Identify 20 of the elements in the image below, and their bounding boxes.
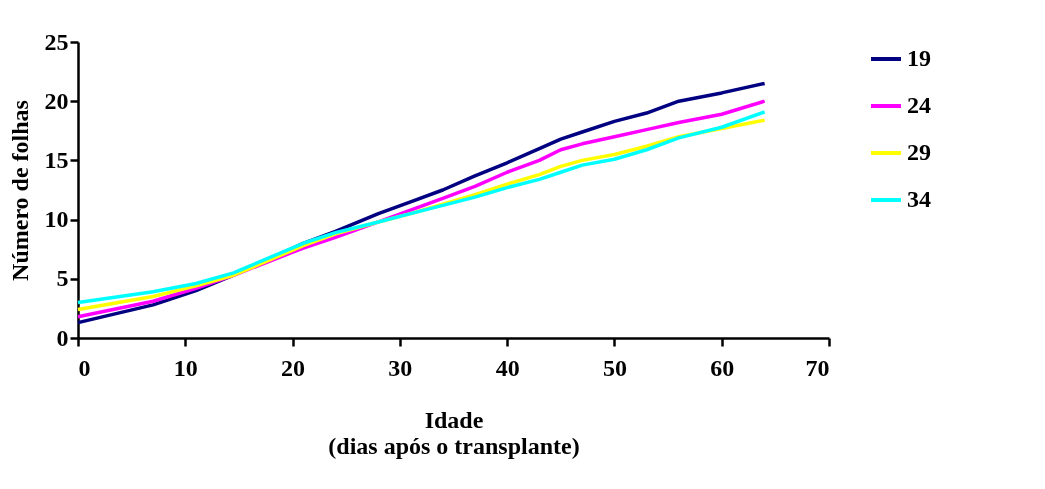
y-tick-label: 0 (56, 324, 69, 351)
x-tick-label: 40 (495, 354, 520, 381)
y-tick-label: 20 (44, 87, 69, 114)
y-tick-label: 10 (44, 206, 69, 233)
legend-label: 19 (907, 45, 931, 71)
y-tick-label: 15 (44, 146, 69, 173)
x-tick-label: 0 (78, 354, 91, 381)
legend-label: 24 (907, 92, 931, 118)
x-axis-title: Idade (dias após o transplante) (328, 406, 580, 459)
x-tick-label: 60 (710, 354, 735, 381)
y-tick-label: 25 (44, 28, 69, 55)
x-tick-label: 50 (602, 354, 627, 381)
legend-label: 34 (907, 186, 931, 212)
x-tick-label: 20 (281, 354, 306, 381)
x-tick-label: 70 (805, 354, 830, 381)
y-tick-label: 5 (56, 265, 69, 292)
y-axis-title: Número de folhas (6, 100, 33, 281)
legend-label: 29 (907, 139, 931, 165)
x-tick-label: 10 (173, 354, 198, 381)
x-tick-label: 30 (388, 354, 413, 381)
